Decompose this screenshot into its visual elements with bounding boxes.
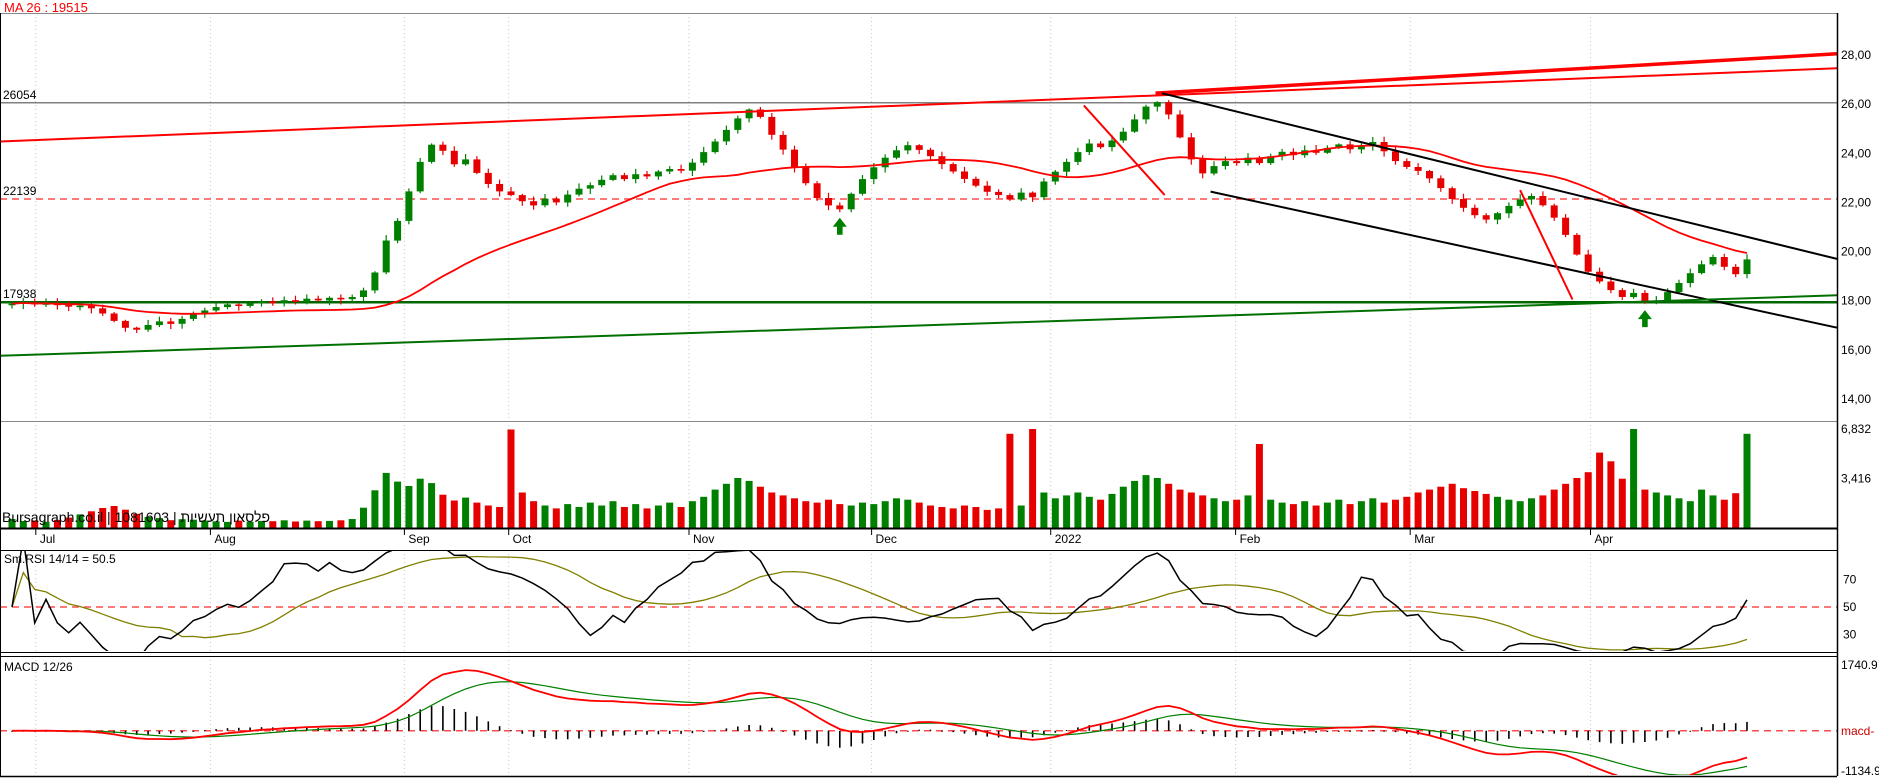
price-tick-label: 20,00 <box>1841 245 1871 259</box>
rsi-tick-label: 30 <box>1843 628 1857 642</box>
month-label: Mar <box>1414 532 1435 546</box>
price-tick-label: 16,00 <box>1841 343 1871 357</box>
month-label: Nov <box>693 532 714 546</box>
macd-signal-line <box>12 681 1748 775</box>
month-label: Oct <box>513 532 532 546</box>
trendlines <box>0 52 1838 357</box>
candlesticks <box>8 100 1751 333</box>
right-axis-labels: 28,00 26,00 24,00 22,00 20,00 18,00 16,00 14,00… <box>1841 48 1879 778</box>
price-tick-label: 14,00 <box>1841 392 1871 406</box>
rsi-tick-label: 50 <box>1843 600 1857 614</box>
month-label: Dec <box>876 532 897 546</box>
rsi-smooth-line <box>11 555 1748 651</box>
month-label: 2022 <box>1055 532 1082 546</box>
month-label: Apr <box>1595 532 1614 546</box>
price-tick-label: 26,00 <box>1841 97 1871 111</box>
rsi-tick-label: 70 <box>1843 573 1857 587</box>
macd-min-label: -1134.9 <box>1841 764 1879 778</box>
month-label: Feb <box>1240 532 1261 546</box>
signal-arrows <box>832 217 1652 328</box>
volume-tick-label: 6,832 <box>1841 422 1871 436</box>
svg-text:22139: 22139 <box>3 184 37 198</box>
month-label: Sep <box>408 532 430 546</box>
month-label: Jul <box>40 532 55 546</box>
price-tick-label: 24,00 <box>1841 146 1871 160</box>
date-axis: Jul Aug Sep Oct Nov Dec 2022 Feb Mar Apr <box>35 529 1614 546</box>
price-tick-label: 22,00 <box>1841 195 1871 209</box>
up-arrow-icon <box>1637 310 1652 328</box>
svg-text:26054: 26054 <box>3 88 37 102</box>
macd-line <box>11 669 1748 775</box>
volume-tick-label: 3,416 <box>1841 472 1871 486</box>
panel-borders <box>0 13 1839 778</box>
volume-bars <box>8 429 1751 528</box>
svg-text:17938: 17938 <box>3 287 37 301</box>
price-tick-label: 28,00 <box>1841 48 1871 62</box>
month-label: Aug <box>214 532 235 546</box>
ma26-line <box>11 144 1748 315</box>
rsi-line <box>11 551 1748 651</box>
up-arrow-icon <box>832 217 847 235</box>
macd-zero-label: macd- <box>1841 724 1874 738</box>
macd-max-label: 1740.9 <box>1841 658 1878 672</box>
price-tick-label: 18,00 <box>1841 294 1871 308</box>
